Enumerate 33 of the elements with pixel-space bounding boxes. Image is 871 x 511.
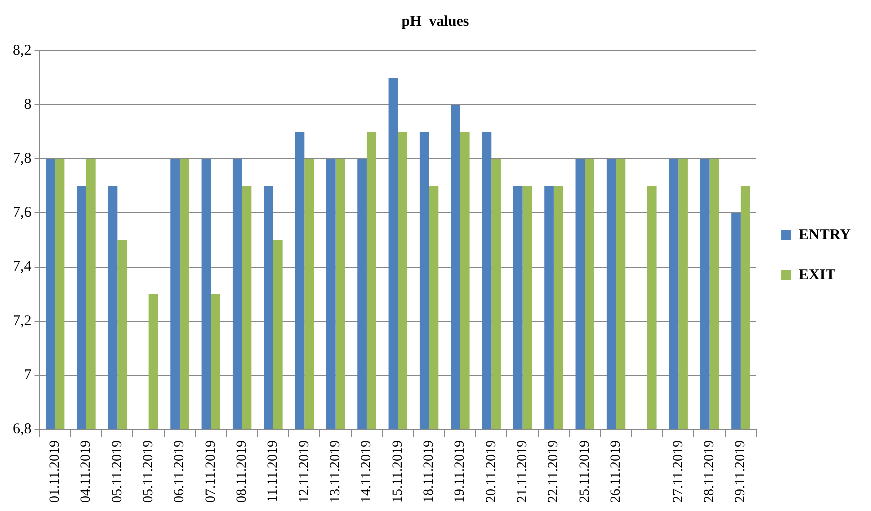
x-tick-label: 06.11.2019 <box>172 440 188 504</box>
x-tick-label: 11.11.2019 <box>266 440 282 502</box>
x-tick-label: 14.11.2019 <box>360 440 375 504</box>
legend-label: ENTRY <box>799 227 852 244</box>
y-tick-label: 7,2 <box>13 313 32 330</box>
y-tick-label: 7,8 <box>13 151 32 168</box>
x-tick-label: 01.11.2019 <box>48 440 64 504</box>
x-tick-label: 04.11.2019 <box>79 440 94 504</box>
x-tick-label: 15.11.2019 <box>390 440 406 504</box>
x-tick-label: 28.11.2019 <box>702 440 718 504</box>
x-tick-label: 18.11.2019 <box>422 440 437 504</box>
chart-title: pH values <box>402 14 470 30</box>
x-tick-label: 05.11.2019 <box>141 440 156 504</box>
x-tick-label: 07.11.2019 <box>204 440 219 504</box>
y-tick-label: 6,8 <box>13 421 32 438</box>
x-tick-label: 22.11.2019 <box>546 440 562 504</box>
x-tick-label: 27.11.2019 <box>671 440 686 504</box>
x-tick-label: 26.11.2019 <box>608 440 624 504</box>
x-tick-label: 08.11.2019 <box>234 440 250 504</box>
x-tick-label: 19.11.2019 <box>453 440 468 504</box>
x-tick-label: 05.11.2019 <box>110 440 126 504</box>
y-tick-label: 7,6 <box>13 205 32 222</box>
y-tick-label: 8,2 <box>13 42 32 59</box>
legend-label: EXIT <box>799 267 836 284</box>
x-tick-label: 12.11.2019 <box>297 440 312 504</box>
y-tick-label: 7 <box>24 367 32 384</box>
x-tick-label: 20.11.2019 <box>484 440 500 504</box>
x-tick-label: 29.11.2019 <box>734 440 749 504</box>
y-tick-label: 7,4 <box>13 259 32 276</box>
x-tick-label: 13.11.2019 <box>328 440 344 504</box>
y-tick-label: 8 <box>24 97 32 114</box>
x-tick-label: 25.11.2019 <box>578 440 593 504</box>
x-tick-label: 21.11.2019 <box>515 440 530 504</box>
